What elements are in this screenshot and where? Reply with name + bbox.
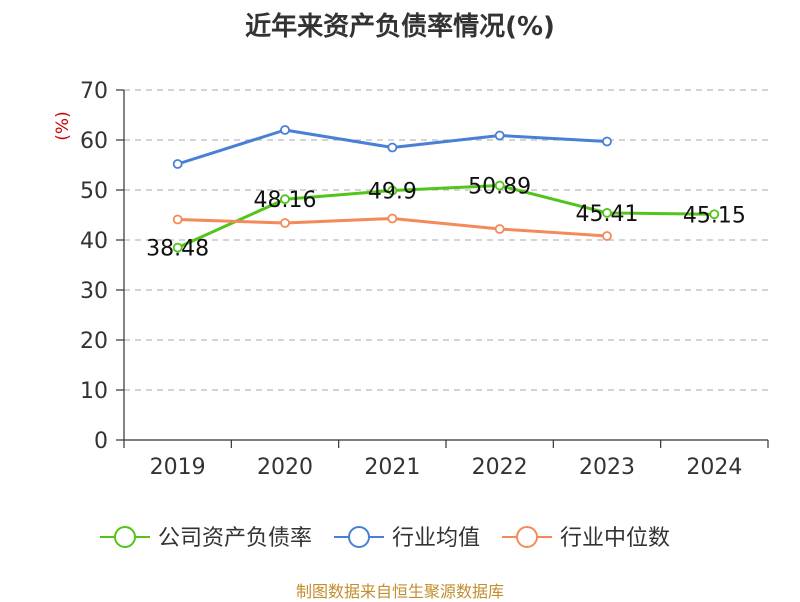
y-tick-label: 70 [80,79,108,104]
data-point-3 [172,214,183,225]
legend-label-1: 公司资产负债率 [158,526,312,551]
data-point-2 [387,142,398,153]
legend: 公司资产负债率 行业均值 行业中位数 [100,526,670,551]
data-point-1 [280,194,290,205]
y-tick-label: 50 [80,179,108,204]
data-point-2 [280,125,290,135]
data-label: 45.41 [576,202,639,227]
data-labels: 38.48 48.16 49.9 50.89 45.41 45.15 [146,175,746,262]
data-point-2 [602,136,612,147]
data-point-3 [494,224,505,234]
data-label: 49.9 [368,180,417,205]
data-point-1 [387,185,398,196]
data-point-2 [494,130,505,141]
data-point-3 [387,213,398,224]
legend-label-2: 行业均值 [392,526,480,551]
x-tick-label: 2021 [364,455,420,480]
data-point-1 [172,242,183,253]
legend-marker-3 [516,526,538,548]
data-label: 48.16 [254,188,317,213]
x-tick-label: 2023 [579,455,635,480]
legend-marker-1 [114,526,136,548]
chart-title: 近年来资产负债率情况(%) [245,12,555,42]
legend-label-3: 行业中位数 [560,526,670,551]
source-footer: 制图数据来自恒生聚源数据库 [295,582,504,601]
series-layer [172,125,720,253]
axes: 0 10 20 30 40 50 60 70 2019 2020 2021 2022 2023 2024 (… [53,79,769,480]
y-tick-label: 20 [80,329,108,354]
data-label: 38.48 [146,237,209,262]
x-tick-label: 2020 [257,455,313,480]
x-tick-label: 2024 [686,455,742,480]
data-point-1 [494,180,505,191]
y-axis-unit-label: (%) [53,111,73,140]
data-point-3 [280,218,290,228]
y-tick-label: 30 [80,279,108,304]
data-label: 50.89 [468,175,531,200]
y-tick-label: 40 [80,229,108,254]
y-tick-label: 10 [80,379,108,404]
x-tick-label: 2022 [472,455,528,480]
data-point-1 [709,209,720,220]
legend-marker-2 [348,526,370,548]
y-tick-label: 60 [80,129,108,154]
grid-lines [124,89,768,391]
data-label: 45.15 [683,203,746,228]
y-tick-label: 0 [94,429,108,454]
data-point-3 [602,231,612,241]
x-tick-label: 2019 [150,455,206,480]
data-point-1 [602,208,612,218]
data-point-2 [172,159,183,169]
series-line-1 [177,184,715,249]
